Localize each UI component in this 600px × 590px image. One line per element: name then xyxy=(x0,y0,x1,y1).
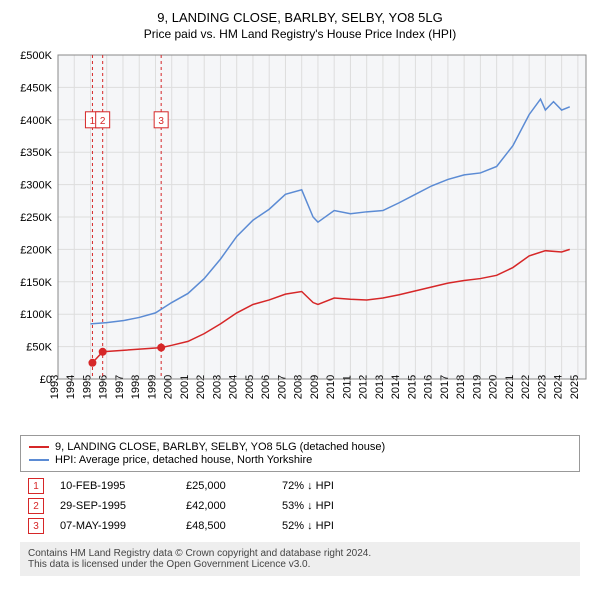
svg-text:2012: 2012 xyxy=(358,375,370,399)
legend-item: HPI: Average price, detached house, Nort… xyxy=(29,454,571,466)
svg-text:1: 1 xyxy=(90,116,96,127)
svg-text:£200K: £200K xyxy=(20,244,52,256)
svg-text:2013: 2013 xyxy=(374,375,386,399)
svg-text:2014: 2014 xyxy=(390,375,402,399)
svg-text:2010: 2010 xyxy=(325,375,337,399)
svg-text:2017: 2017 xyxy=(439,375,451,399)
footer-attribution: Contains HM Land Registry data © Crown c… xyxy=(20,542,580,576)
legend: 9, LANDING CLOSE, BARLBY, SELBY, YO8 5LG… xyxy=(20,435,580,472)
svg-text:2018: 2018 xyxy=(455,375,467,399)
svg-text:2015: 2015 xyxy=(406,375,418,399)
legend-item: 9, LANDING CLOSE, BARLBY, SELBY, YO8 5LG… xyxy=(29,441,571,453)
sale-price: £42,000 xyxy=(186,500,266,512)
svg-text:2009: 2009 xyxy=(309,375,321,399)
svg-text:£50K: £50K xyxy=(26,342,52,354)
svg-text:1996: 1996 xyxy=(98,375,110,399)
legend-swatch xyxy=(29,446,49,448)
sale-date: 10-FEB-1995 xyxy=(60,480,170,492)
svg-text:£100K: £100K xyxy=(20,309,52,321)
sale-vs-hpi: 52% ↓ HPI xyxy=(282,520,572,532)
svg-text:£150K: £150K xyxy=(20,277,52,289)
sale-marker-badge: 2 xyxy=(28,498,44,514)
svg-text:2005: 2005 xyxy=(244,375,256,399)
svg-text:2006: 2006 xyxy=(260,375,272,399)
legend-label: HPI: Average price, detached house, Nort… xyxy=(55,454,312,466)
svg-text:£400K: £400K xyxy=(20,115,52,127)
svg-text:2016: 2016 xyxy=(423,375,435,399)
svg-text:£300K: £300K xyxy=(20,180,52,192)
sale-row: 1 10-FEB-1995 £25,000 72% ↓ HPI xyxy=(20,476,580,496)
svg-text:2004: 2004 xyxy=(228,375,240,399)
footer-line-2: This data is licensed under the Open Gov… xyxy=(28,559,572,570)
footer-line-1: Contains HM Land Registry data © Crown c… xyxy=(28,548,572,559)
svg-text:£350K: £350K xyxy=(20,147,52,159)
svg-text:£450K: £450K xyxy=(20,82,52,94)
svg-text:2001: 2001 xyxy=(179,375,191,399)
svg-text:2023: 2023 xyxy=(536,375,548,399)
svg-text:2021: 2021 xyxy=(504,375,516,399)
svg-text:2: 2 xyxy=(100,116,106,127)
chart-area: £0£50K£100K£150K£200K£250K£300K£350K£400… xyxy=(8,49,592,429)
svg-text:£250K: £250K xyxy=(20,212,52,224)
svg-text:2007: 2007 xyxy=(276,375,288,399)
svg-text:3: 3 xyxy=(158,116,164,127)
sale-date: 07-MAY-1999 xyxy=(60,520,170,532)
sale-row: 2 29-SEP-1995 £42,000 53% ↓ HPI xyxy=(20,496,580,516)
svg-text:1997: 1997 xyxy=(114,375,126,399)
sale-marker-badge: 1 xyxy=(28,478,44,494)
chart-subtitle: Price paid vs. HM Land Registry's House … xyxy=(8,27,592,41)
svg-text:2020: 2020 xyxy=(488,375,500,399)
legend-swatch xyxy=(29,459,49,461)
svg-text:£500K: £500K xyxy=(20,50,52,62)
svg-text:2008: 2008 xyxy=(293,375,305,399)
sale-price: £25,000 xyxy=(186,480,266,492)
svg-text:2025: 2025 xyxy=(569,375,581,399)
line-chart-svg: £0£50K£100K£150K£200K£250K£300K£350K£400… xyxy=(8,49,592,429)
legend-label: 9, LANDING CLOSE, BARLBY, SELBY, YO8 5LG… xyxy=(55,441,385,453)
svg-text:1999: 1999 xyxy=(146,375,158,399)
svg-text:2019: 2019 xyxy=(471,375,483,399)
svg-text:2002: 2002 xyxy=(195,375,207,399)
chart-title: 9, LANDING CLOSE, BARLBY, SELBY, YO8 5LG xyxy=(8,10,592,25)
svg-text:1993: 1993 xyxy=(49,375,61,399)
svg-text:2003: 2003 xyxy=(211,375,223,399)
sale-vs-hpi: 72% ↓ HPI xyxy=(282,480,572,492)
sales-table: 1 10-FEB-1995 £25,000 72% ↓ HPI 2 29-SEP-1995… xyxy=(20,476,580,536)
sale-date: 29-SEP-1995 xyxy=(60,500,170,512)
svg-text:1998: 1998 xyxy=(130,375,142,399)
sale-marker-badge: 3 xyxy=(28,518,44,534)
sale-price: £48,500 xyxy=(186,520,266,532)
svg-text:2024: 2024 xyxy=(553,375,565,399)
sale-row: 3 07-MAY-1999 £48,500 52% ↓ HPI xyxy=(20,516,580,536)
svg-text:1994: 1994 xyxy=(65,375,77,399)
svg-text:1995: 1995 xyxy=(81,375,93,399)
svg-text:2000: 2000 xyxy=(163,375,175,399)
sale-vs-hpi: 53% ↓ HPI xyxy=(282,500,572,512)
svg-text:2022: 2022 xyxy=(520,375,532,399)
